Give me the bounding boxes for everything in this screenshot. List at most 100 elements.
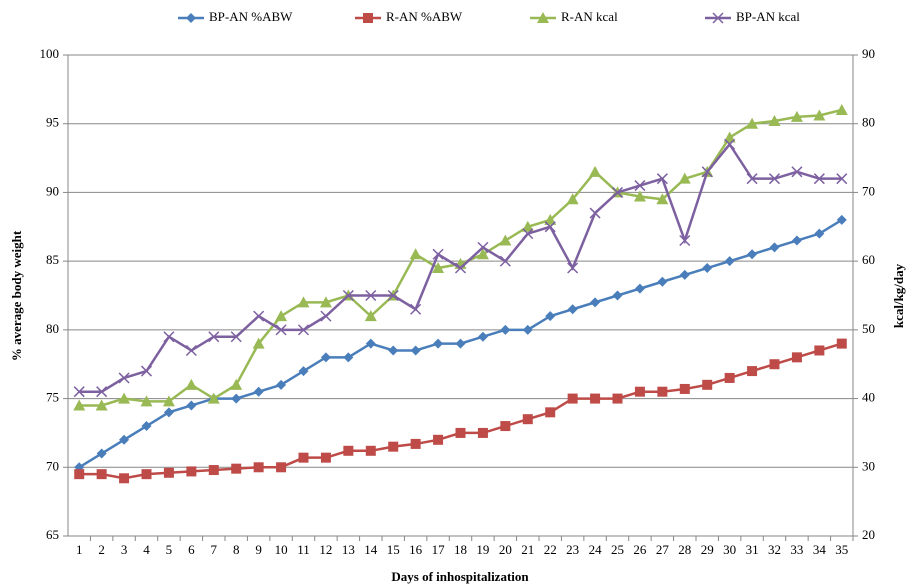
legend-label: R-AN %ABW <box>386 9 463 24</box>
y-tick-label: 90 <box>46 183 59 198</box>
data-point <box>657 386 668 397</box>
data-point <box>409 248 422 260</box>
data-point <box>73 399 86 411</box>
x-tick-label: 24 <box>589 542 603 557</box>
data-point <box>410 345 421 356</box>
y-tick-label: 80 <box>46 321 59 336</box>
y2-tick-label: 50 <box>862 321 875 336</box>
data-point <box>678 172 691 184</box>
data-point <box>432 248 444 260</box>
data-point <box>791 352 802 363</box>
data-point <box>320 352 331 363</box>
data-point <box>769 242 780 253</box>
data-point <box>567 304 578 315</box>
data-point <box>141 421 152 432</box>
x-tick-label: 18 <box>454 542 467 557</box>
data-point <box>119 434 130 445</box>
data-point <box>119 473 130 484</box>
x-tick-label: 23 <box>566 542 579 557</box>
data-point <box>477 331 488 342</box>
data-point <box>388 441 399 452</box>
data-point <box>566 193 579 205</box>
data-point <box>252 337 265 349</box>
data-point <box>522 324 533 335</box>
data-point <box>634 386 645 397</box>
data-point <box>500 324 511 335</box>
x-tick-label: 26 <box>633 542 647 557</box>
legend-label: R-AN kcal <box>561 9 618 24</box>
data-point <box>74 469 85 480</box>
x-tick-label: 12 <box>319 542 332 557</box>
data-point <box>364 310 377 322</box>
data-point <box>567 262 579 274</box>
data-point <box>724 256 735 267</box>
data-point <box>702 263 713 274</box>
y2-tick-label: 70 <box>862 183 875 198</box>
data-point <box>298 452 309 463</box>
data-point <box>634 180 646 192</box>
data-point <box>96 469 107 480</box>
x-tick-label: 5 <box>166 542 173 557</box>
data-point <box>276 379 287 390</box>
x-tick-label: 16 <box>409 542 423 557</box>
data-point <box>746 173 758 185</box>
data-point <box>253 310 265 322</box>
y-tick-label: 95 <box>46 115 59 130</box>
data-point <box>656 173 668 185</box>
data-point <box>319 296 332 308</box>
x-tick-label: 6 <box>188 542 195 557</box>
y2-tick-label: 80 <box>862 115 875 130</box>
data-point <box>118 372 130 384</box>
x-tick-label: 10 <box>275 542 288 557</box>
data-point <box>589 165 602 177</box>
data-point <box>522 228 534 240</box>
data-point <box>679 269 690 280</box>
data-point <box>477 427 488 438</box>
data-point <box>723 131 736 143</box>
legend-marker <box>537 12 549 23</box>
data-point <box>253 462 264 473</box>
data-point <box>455 427 466 438</box>
y-tick-label: 100 <box>40 46 60 61</box>
y2-axis-label: kcal/kg/day <box>891 263 906 328</box>
x-tick-label: 17 <box>432 542 446 557</box>
legend-marker <box>712 12 724 24</box>
x-tick-label: 11 <box>297 542 310 557</box>
y-axis-label: % average body weight <box>9 230 24 361</box>
series-line <box>79 342 843 480</box>
data-point <box>768 173 781 185</box>
data-point <box>633 190 646 202</box>
data-point <box>612 393 623 404</box>
data-point <box>365 445 376 456</box>
legend-label: BP-AN %ABW <box>209 9 293 24</box>
x-tick-label: 2 <box>98 542 105 557</box>
data-point <box>410 438 421 449</box>
data-point <box>141 469 152 480</box>
data-point <box>365 289 377 302</box>
y2-tick-label: 20 <box>862 527 875 542</box>
data-point <box>814 228 825 239</box>
data-point <box>590 393 601 404</box>
data-point <box>297 296 310 308</box>
x-tick-label: 34 <box>813 542 827 557</box>
data-point <box>208 465 219 476</box>
data-point <box>476 248 489 260</box>
data-point <box>679 383 690 394</box>
data-point <box>611 186 624 198</box>
data-point <box>73 386 85 398</box>
data-point <box>275 324 287 336</box>
x-tick-label: 29 <box>701 542 714 557</box>
data-point <box>747 249 758 260</box>
legend-marker <box>186 13 196 23</box>
data-point <box>544 221 556 233</box>
x-axis-label: Days of inhospitalization <box>391 569 529 584</box>
data-point <box>814 345 825 356</box>
data-point <box>96 386 108 398</box>
data-point <box>790 110 803 122</box>
data-point <box>724 138 736 150</box>
data-point <box>186 400 197 411</box>
data-point <box>634 283 645 294</box>
x-tick-label: 21 <box>521 542 534 557</box>
data-point <box>746 117 759 129</box>
